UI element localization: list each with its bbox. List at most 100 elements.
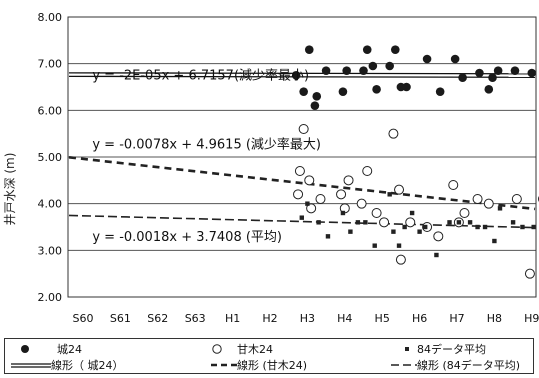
x-tick-label: H5: [375, 312, 390, 325]
point: [372, 85, 381, 94]
point: [291, 71, 301, 80]
x-tick-label: H7: [449, 312, 464, 325]
x-tick-label: H4: [337, 312, 352, 325]
y-tick-label: 4.00: [38, 198, 63, 211]
data-points: [291, 45, 539, 279]
x-tick-label: H9: [524, 312, 539, 325]
legend-label: 甘木24: [237, 343, 273, 356]
legend-item: 線形（ 城24）: [11, 357, 124, 373]
equation-label: y = -0.0018x + 3.7408 (平均): [92, 230, 282, 245]
y-tick-label: 6.00: [38, 104, 63, 117]
trendline: [68, 75, 536, 78]
point: [342, 66, 351, 75]
point: [396, 243, 402, 248]
point: [511, 194, 522, 204]
point: [343, 175, 354, 186]
point: [387, 192, 392, 197]
legend: 城24 甘木24 84データ平均線形（ 城24） 線形 (甘木24) 線形 (84データ…: [4, 338, 534, 374]
point: [434, 252, 439, 258]
point: [423, 224, 428, 230]
point: [310, 101, 320, 110]
x-tick-label: H8: [487, 312, 502, 325]
legend-symbol: [391, 364, 417, 366]
point: [325, 234, 331, 239]
x-tick-label: H2: [262, 312, 277, 325]
legend-label: 線形（ 城24）: [51, 359, 124, 372]
x-tick-label: S63: [185, 312, 206, 325]
plot-frame: [67, 16, 537, 298]
x-tick-label: H3: [300, 312, 315, 325]
x-tick-label: S61: [110, 312, 131, 325]
point: [402, 82, 411, 92]
point: [379, 217, 390, 228]
legend-label: 84データ平均: [417, 343, 486, 356]
point: [497, 206, 503, 211]
point: [388, 128, 399, 139]
x-tick-label: S60: [73, 312, 94, 325]
point: [467, 220, 473, 225]
legend-symbol: [212, 344, 222, 354]
point: [336, 189, 347, 200]
point: [488, 73, 497, 82]
point: [520, 224, 525, 230]
point: [475, 224, 480, 230]
point: [356, 198, 367, 209]
point: [293, 189, 304, 200]
point: [472, 194, 483, 204]
point: [321, 66, 331, 75]
trendline: [68, 72, 536, 75]
point: [355, 220, 361, 225]
legend-label: 線形 (甘木24): [237, 359, 308, 372]
trendline: [68, 156, 536, 211]
gridlines: [68, 63, 536, 251]
point: [475, 68, 484, 78]
point: [510, 66, 520, 75]
point: [304, 45, 314, 54]
equation-label: y = -2E-05x + 6.7157(減少率最小): [92, 68, 309, 84]
point: [458, 73, 467, 82]
point: [482, 224, 488, 230]
point: [299, 87, 308, 96]
point: [306, 203, 317, 214]
point: [363, 220, 368, 225]
x-tick-label: H1: [225, 312, 240, 325]
point: [395, 254, 406, 265]
point: [459, 208, 470, 218]
legend-label: 線形 (84データ平均): [417, 359, 521, 372]
legend-symbol: [405, 347, 409, 351]
point: [484, 85, 494, 94]
legend-symbol: [11, 363, 51, 368]
trendlines: [68, 72, 536, 229]
chart: y = -2E-05x + 6.7157(減少率最小) y = -0.0078x …: [3, 11, 539, 325]
point: [483, 198, 494, 209]
point: [348, 229, 353, 234]
legend-label: 城24: [57, 343, 82, 356]
point: [371, 208, 382, 218]
x-tick-label: S62: [147, 312, 168, 325]
point: [422, 54, 432, 64]
point: [402, 224, 407, 230]
point: [362, 166, 373, 176]
legend-item: 甘木24: [197, 341, 273, 357]
y-tick-label: 8.00: [38, 11, 63, 24]
point: [385, 61, 394, 71]
point: [340, 210, 346, 216]
y-tick-label: 5.00: [38, 151, 63, 164]
point: [294, 166, 305, 176]
legend-symbol: [211, 363, 237, 367]
point: [409, 210, 415, 216]
point: [362, 45, 372, 54]
point: [450, 54, 460, 64]
point: [447, 220, 452, 225]
point: [493, 66, 503, 75]
y-axis-label: 井戸水深 (m): [3, 153, 17, 226]
point: [417, 229, 422, 234]
point: [492, 238, 497, 244]
point: [304, 175, 315, 186]
legend-symbol: [21, 345, 29, 353]
point: [315, 194, 326, 204]
point: [405, 217, 416, 228]
point: [391, 229, 396, 234]
point: [527, 68, 537, 78]
point: [435, 87, 445, 96]
